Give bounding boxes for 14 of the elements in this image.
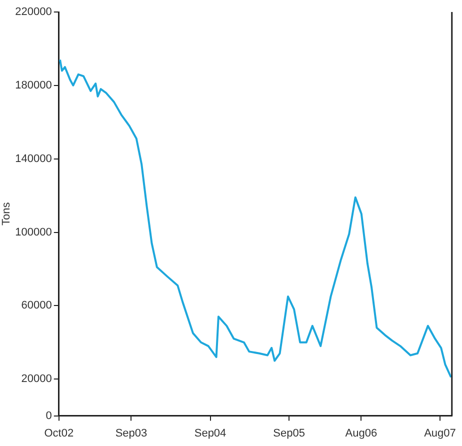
y-tick-label: 20000 (21, 373, 52, 386)
y-axis-title: Tons (0, 202, 13, 226)
y-tick-label: 180000 (15, 79, 52, 92)
y-tick-label: 100000 (15, 226, 52, 238)
y-tick-label: 0 (46, 410, 52, 422)
y-tick-label: 140000 (15, 152, 52, 165)
x-tick-label: Oct02 (44, 427, 74, 440)
y-tick-label: 60000 (21, 300, 52, 312)
x-tick-label: Sep04 (194, 427, 226, 440)
x-tick-label: Sep03 (115, 427, 148, 440)
y-tick-label: 220000 (15, 6, 52, 18)
x-tick-label: Sep05 (273, 427, 305, 440)
x-tick-label: Aug06 (345, 427, 378, 440)
x-tick-label: Aug07 (424, 427, 456, 440)
